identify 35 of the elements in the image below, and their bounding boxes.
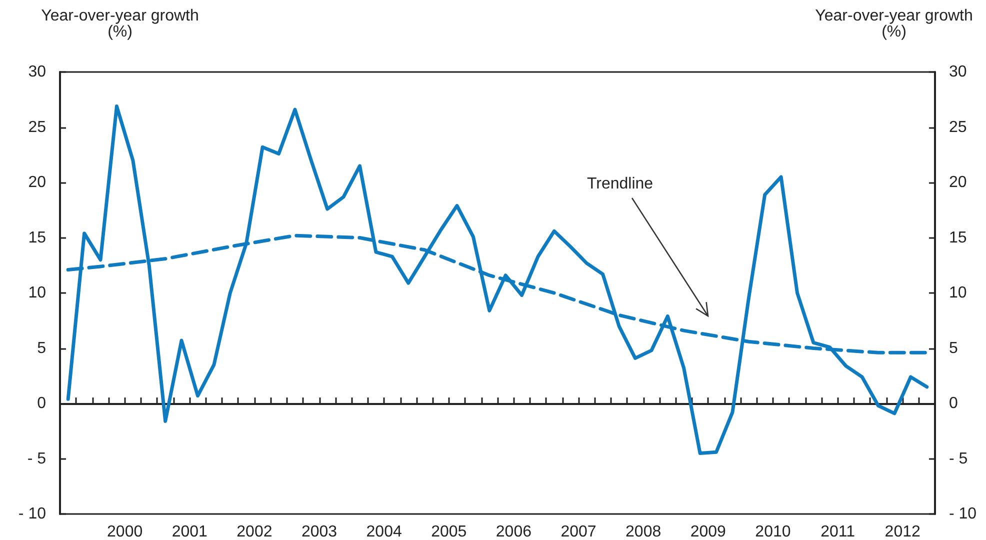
x-tick-label: 2012 <box>884 524 920 540</box>
x-tick-label: 2000 <box>107 524 143 540</box>
x-tick-label: 2009 <box>690 524 726 540</box>
y-axis-title: Year-over-year growth (%) <box>41 8 199 40</box>
x-tick-label: 2002 <box>236 524 272 540</box>
x-tick-label: 2011 <box>820 524 856 540</box>
y2-tick-label: 10 <box>949 284 967 302</box>
x-tick-label: 2007 <box>560 524 596 540</box>
y-tick-label: 30 <box>28 64 46 80</box>
y-tick-label: 20 <box>28 174 46 191</box>
line-series <box>66 104 929 455</box>
x-tick-label: 2005 <box>431 524 467 540</box>
x-tick-label: 2010 <box>755 524 791 540</box>
y2-tick-label: 5 <box>949 340 958 357</box>
x-tick-label: 2001 <box>172 524 208 540</box>
x-tick-label: 2008 <box>626 524 662 540</box>
y-tick-label: 25 <box>28 118 46 136</box>
y2-tick-label: 25 <box>949 118 967 136</box>
y2-tick-label: 30 <box>949 64 967 80</box>
y-tick-label: 0 <box>37 395 46 412</box>
y-tick-label: - 5 <box>27 450 46 468</box>
x-tick-label: 2004 <box>366 524 402 540</box>
y-tick-label: 10 <box>28 284 46 302</box>
x-tick-label: 2006 <box>496 524 532 540</box>
y-tick-label: 5 <box>37 340 46 357</box>
y-tick-label: 15 <box>28 229 46 246</box>
annotation: Trendline <box>586 176 654 192</box>
y2-tick-label: 20 <box>949 174 967 191</box>
y2-tick-label: 0 <box>949 395 958 412</box>
y2-axis-title: Year-over-year growth (%) <box>815 8 973 40</box>
y2-tick-label: 15 <box>949 229 967 246</box>
x-tick-label: 2003 <box>301 524 338 540</box>
y2-tick-label: - 10 <box>949 506 977 522</box>
y-tick-label: - 10 <box>18 506 46 522</box>
y2-tick-label: - 5 <box>949 450 968 468</box>
